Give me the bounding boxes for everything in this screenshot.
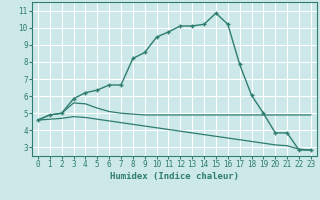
X-axis label: Humidex (Indice chaleur): Humidex (Indice chaleur)	[110, 172, 239, 181]
